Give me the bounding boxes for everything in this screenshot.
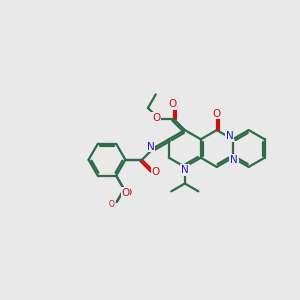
- Text: N: N: [226, 131, 234, 141]
- Text: O: O: [152, 167, 160, 177]
- Text: N: N: [181, 165, 189, 175]
- Text: O: O: [122, 188, 130, 198]
- Text: O: O: [152, 112, 160, 122]
- Text: O: O: [213, 109, 221, 118]
- Text: N: N: [147, 142, 154, 152]
- Text: O: O: [124, 188, 132, 198]
- Text: O: O: [108, 200, 114, 209]
- Text: O: O: [168, 99, 176, 109]
- Text: N: N: [230, 155, 238, 165]
